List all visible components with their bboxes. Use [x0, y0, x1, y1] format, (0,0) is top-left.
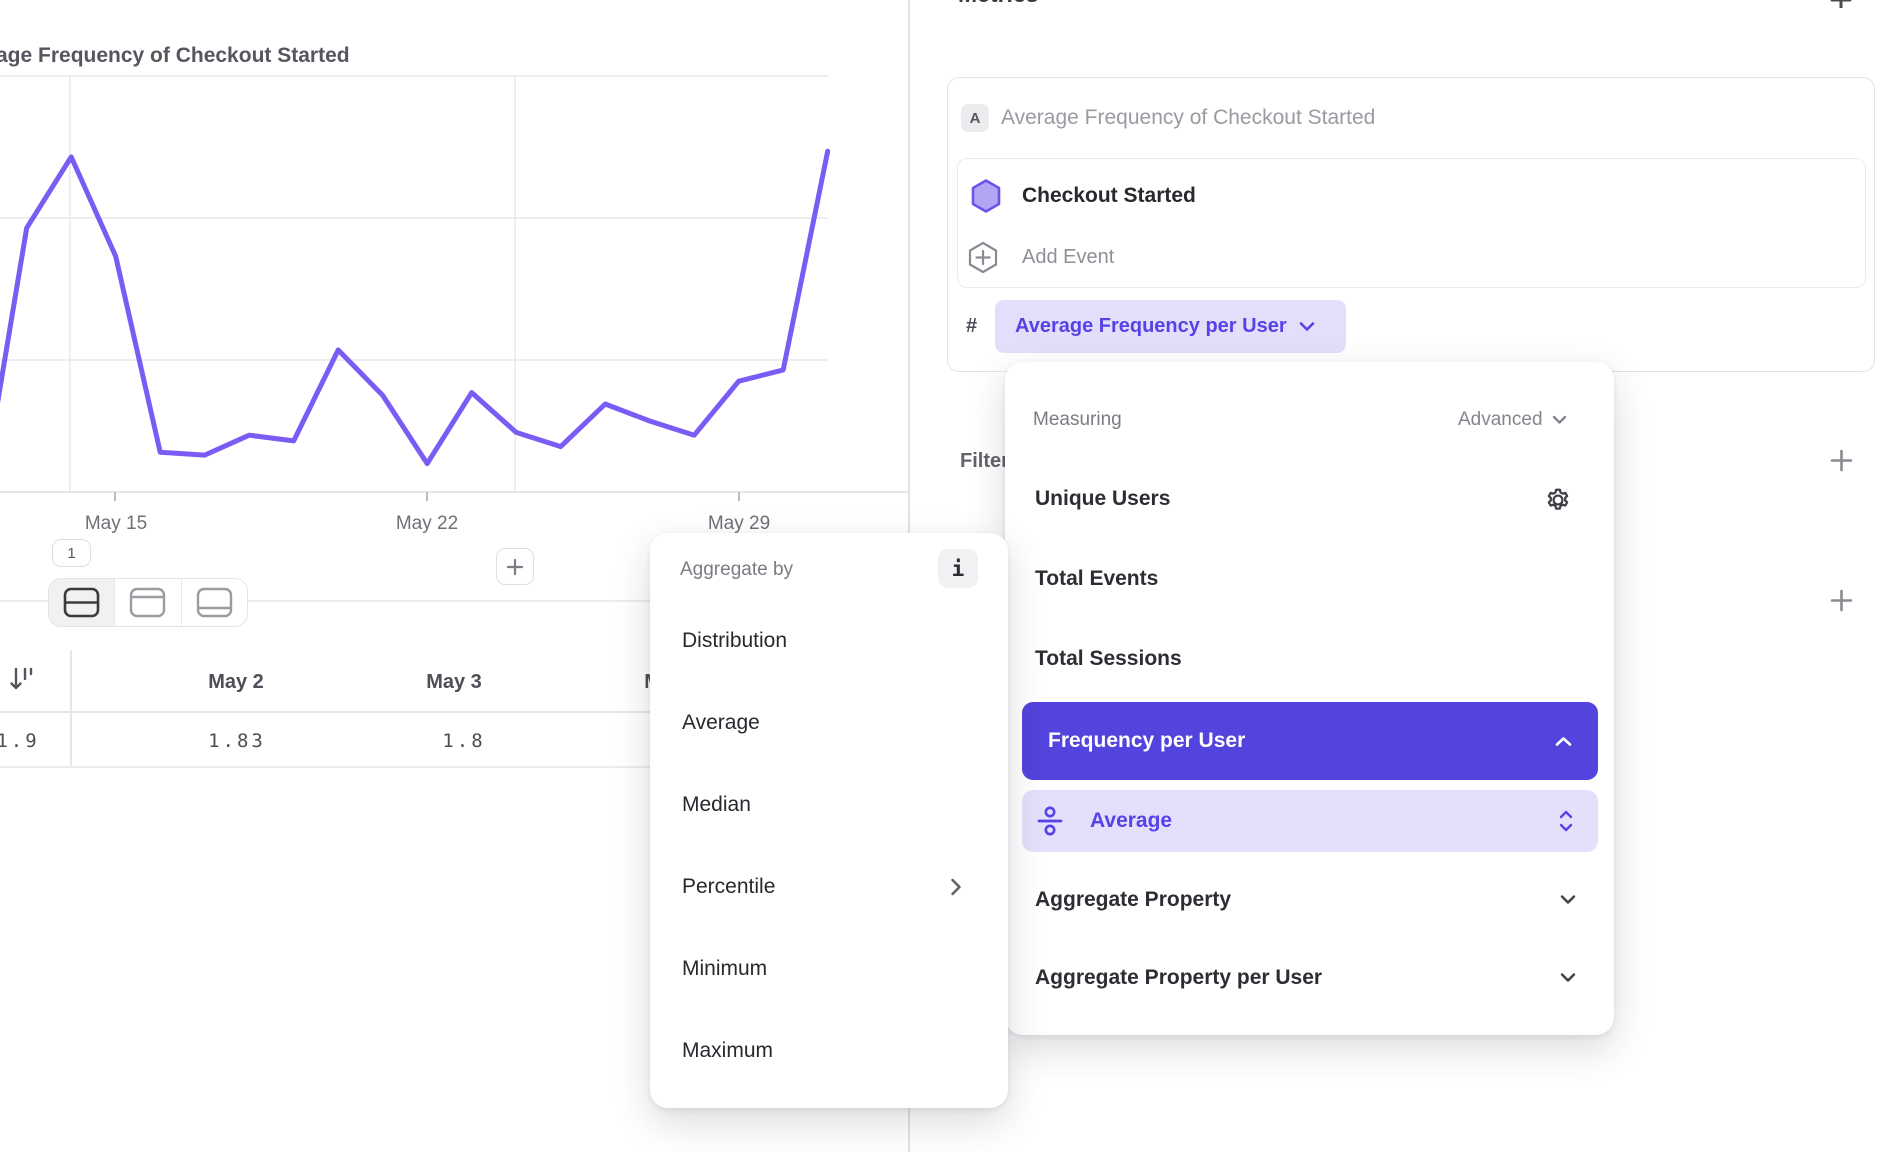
metric-name-input[interactable]: Average Frequency of Checkout Started — [1001, 106, 1375, 130]
plus-icon — [1828, 0, 1854, 8]
measurement-dropdown[interactable]: Average Frequency per User — [995, 300, 1346, 353]
layout-split-view-button[interactable] — [49, 579, 115, 626]
menu-item-unique-users[interactable]: Unique Users — [1035, 487, 1170, 511]
chevron-down-icon — [1552, 415, 1567, 425]
advanced-toggle[interactable]: Advanced — [1458, 409, 1567, 431]
table-cell: 1.8 — [442, 730, 485, 752]
menu-item-total-events[interactable]: Total Events — [1035, 567, 1158, 591]
info-icon[interactable]: i — [938, 549, 978, 588]
menu-item-distribution[interactable]: Distribution — [682, 629, 787, 653]
chevron-down-icon — [1299, 321, 1315, 332]
insights-report-page: age Frequency of Checkout Started May 15… — [0, 0, 1898, 1152]
series-number-badge[interactable]: 1 — [52, 539, 91, 567]
menu-item-aggregate-property[interactable]: Aggregate Property — [1035, 888, 1231, 912]
menu-item-frequency-per-user-selected[interactable]: Frequency per User — [1022, 702, 1598, 780]
table-cell: 1.83 — [208, 730, 266, 752]
aggregate-by-popup — [650, 533, 1008, 1108]
gear-icon[interactable] — [1544, 486, 1572, 514]
table-cell: 1.9 — [0, 730, 40, 752]
sort-order-icon[interactable] — [8, 665, 38, 695]
menu-item-maximum[interactable]: Maximum — [682, 1039, 773, 1063]
x-tick-label: May 15 — [85, 513, 147, 534]
aggregate-by-header: Aggregate by — [680, 559, 793, 581]
measuring-popup-header: Measuring — [1033, 409, 1122, 431]
top-row-icon — [129, 587, 166, 618]
menu-item-total-sessions[interactable]: Total Sessions — [1035, 647, 1182, 671]
menu-item-aggregate-property-per-user[interactable]: Aggregate Property per User — [1035, 966, 1322, 990]
menu-item-minimum[interactable]: Minimum — [682, 957, 767, 981]
split-rows-icon — [63, 587, 100, 618]
measurement-hash-icon: # — [966, 315, 977, 338]
x-tick-label: May 22 — [396, 513, 458, 534]
layout-table-only-button[interactable] — [182, 579, 247, 626]
chevron-up-icon — [1555, 736, 1572, 747]
layout-toggle-group — [48, 578, 248, 627]
table-column-header[interactable]: May 3 — [426, 671, 482, 694]
frequency-line-chart: May 15 May 22 May 29 — [0, 0, 910, 620]
event-hexagon-icon — [971, 179, 1001, 213]
menu-item-percentile[interactable]: Percentile — [682, 875, 775, 899]
chevron-right-icon — [950, 878, 962, 896]
panel-plus-clipped[interactable] — [1828, 0, 1858, 8]
chevron-down-icon[interactable] — [1560, 972, 1576, 983]
panel-header-clipped: Metrics — [958, 0, 1078, 9]
table-column-divider — [70, 650, 72, 766]
average-per-user-icon — [1036, 805, 1064, 837]
menu-item-average-selected[interactable]: Average — [1022, 790, 1598, 852]
add-filter-button[interactable] — [1829, 448, 1854, 473]
bottom-row-icon — [196, 587, 233, 618]
add-button[interactable] — [496, 548, 534, 585]
chart-gridlines — [0, 76, 910, 501]
chevron-down-icon[interactable] — [1560, 894, 1576, 905]
measuring-popup — [1005, 362, 1614, 1035]
chart-line — [0, 151, 828, 495]
add-event-icon[interactable] — [967, 241, 999, 274]
add-breakdown-button[interactable] — [1829, 588, 1854, 613]
menu-item-average[interactable]: Average — [682, 711, 760, 735]
event-name[interactable]: Checkout Started — [1022, 184, 1196, 208]
up-down-chevrons-icon — [1558, 809, 1574, 833]
table-column-header[interactable]: May 2 — [208, 671, 264, 694]
plus-icon — [505, 557, 525, 577]
x-tick-label: May 29 — [708, 513, 770, 534]
metric-letter-chip: A — [961, 104, 989, 132]
menu-item-median[interactable]: Median — [682, 793, 751, 817]
layout-chart-only-button[interactable] — [115, 579, 181, 626]
add-event-button[interactable]: Add Event — [1022, 246, 1114, 269]
